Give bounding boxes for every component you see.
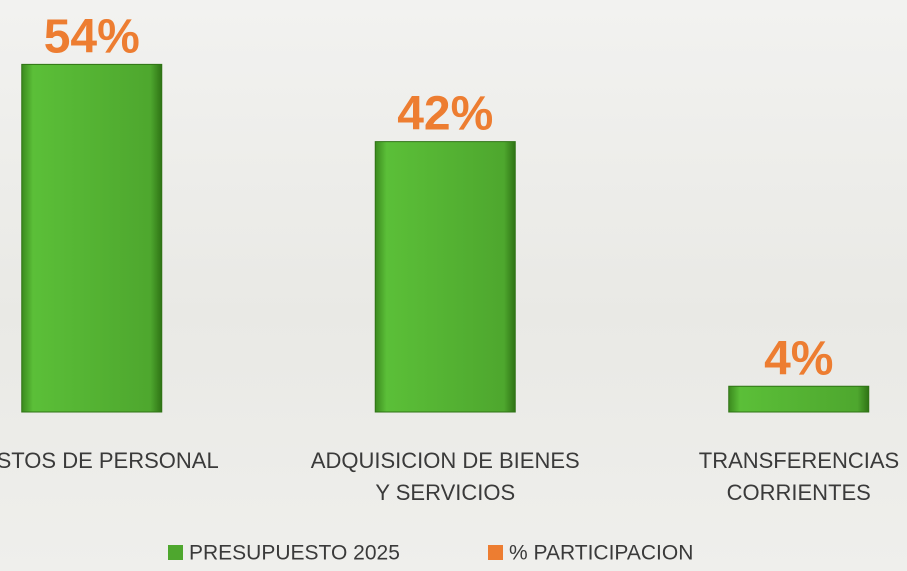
value-label: 4%: [764, 332, 833, 385]
bar: [375, 142, 515, 412]
value-label: 54%: [44, 10, 140, 63]
bar: [22, 64, 162, 412]
chart: 54%42%4%PRESUPUESTO 2025% PARTICIPACION …: [0, 0, 907, 571]
x-tick-label: GASTOS DE PERSONAL: [0, 445, 222, 477]
legend-label: % PARTICIPACION: [509, 542, 693, 565]
x-tick-label: TRANSFERENCIAS CORRIENTES: [699, 445, 899, 509]
legend-swatch: [168, 545, 183, 560]
value-label: 42%: [397, 88, 493, 141]
legend-swatch: [488, 545, 503, 560]
x-tick-label: ADQUISICION DE BIENES Y SERVICIOS: [305, 445, 585, 509]
legend-label: PRESUPUESTO 2025: [189, 542, 400, 565]
bar: [729, 386, 869, 412]
